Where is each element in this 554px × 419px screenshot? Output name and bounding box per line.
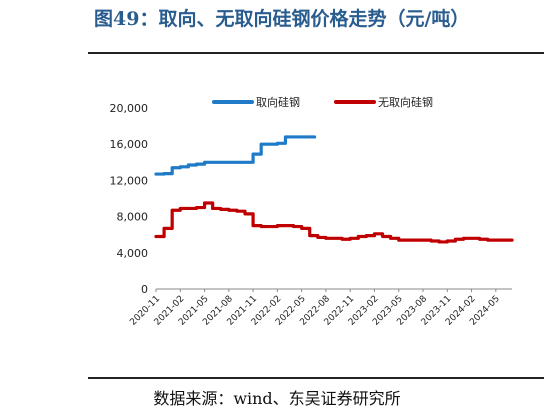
bottom-rule	[88, 377, 544, 379]
series-line-0	[154, 135, 317, 176]
top-rule	[88, 52, 544, 54]
y-tick-label: 4,000	[117, 247, 149, 260]
legend: 取向硅钢 无取向硅钢	[212, 95, 433, 109]
y-axis: 0 4,000 8,000 12,000 16,000 20,000	[110, 102, 149, 296]
x-axis: 2020-112021-022021-052021-082021-112022-…	[128, 288, 512, 328]
y-tick-label: 20,000	[110, 102, 149, 115]
legend-label: 无取向硅钢	[378, 95, 433, 109]
figure-title: 图49：取向、无取向硅钢价格走势（元/吨）	[94, 8, 470, 30]
y-tick-label: 16,000	[110, 138, 149, 151]
legend-label: 取向硅钢	[256, 95, 300, 109]
source-note: 数据来源：wind、东吴证券研究所	[153, 389, 401, 408]
y-tick-label: 0	[141, 283, 148, 296]
y-tick-label: 12,000	[110, 174, 149, 187]
series-layer	[154, 135, 514, 244]
y-tick-label: 8,000	[117, 211, 149, 224]
series-line-1	[154, 201, 514, 244]
